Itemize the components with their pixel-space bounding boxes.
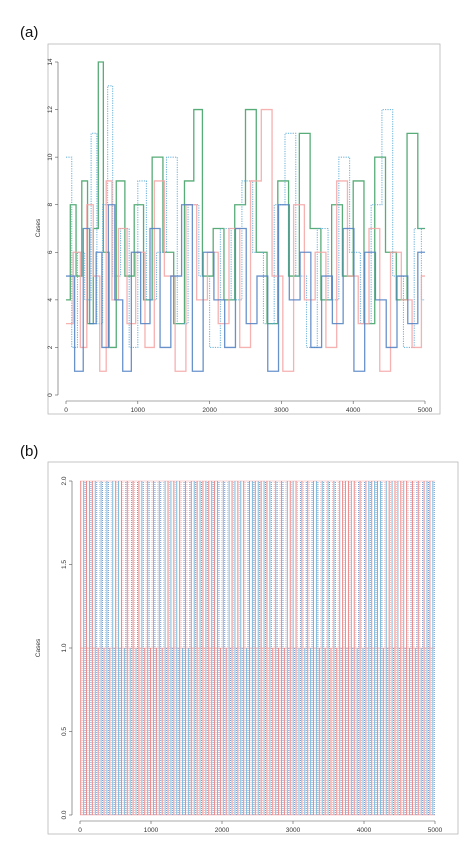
y-tick-label: 2 [47, 345, 54, 349]
y-tick-label: 2.0 [61, 476, 68, 485]
y-tick-label: 0.5 [61, 727, 68, 736]
panel-b-plot [80, 480, 435, 816]
panel-a-axes: 0 1000 2000 3000 4000 5000 0 2 4 6 8 10 12 14 [47, 58, 433, 414]
x-tick-label: 5000 [418, 407, 433, 414]
panel-b-axes: 0 1000 2000 3000 4000 5000 0.0 0.5 1.0 1.5 2.0 [61, 476, 443, 834]
y-tick-label: 4 [47, 298, 54, 302]
panel-a: (a) 0 1000 2000 3000 4000 5000 0 2 4 6 8 10 12 14 Cas… [20, 24, 441, 415]
series-line-4 [66, 204, 425, 372]
y-tick-label: 10 [47, 153, 54, 161]
panel-b: (b) 0 1000 2000 3000 4000 5000 0.0 0.5 1.0 1.5 2.0… [20, 443, 459, 835]
x-tick-label: 5000 [428, 827, 443, 834]
series-line-3 [66, 108, 425, 372]
panel-b-ylabel: Cases [35, 638, 42, 657]
x-tick-label: 1000 [131, 407, 146, 414]
y-tick-label: 12 [47, 106, 54, 114]
x-tick-label: 2000 [215, 827, 230, 834]
y-tick-label: 1.5 [61, 560, 68, 569]
x-tick-label: 0 [78, 827, 82, 834]
x-tick-label: 0 [64, 407, 68, 414]
x-tick-label: 2000 [202, 407, 217, 414]
panel-a-ylabel: Cases [35, 218, 42, 237]
x-tick-label: 3000 [286, 827, 301, 834]
x-tick-label: 3000 [274, 407, 289, 414]
series-line-1 [66, 61, 425, 349]
y-tick-label: 14 [47, 58, 54, 66]
y-tick-label: 0 [47, 393, 54, 397]
x-tick-label: 1000 [144, 827, 159, 834]
panel-a-label: (a) [20, 24, 38, 41]
y-tick-label: 0.0 [61, 810, 68, 819]
y-tick-label: 1.0 [61, 643, 68, 652]
y-tick-label: 6 [47, 250, 54, 254]
x-tick-label: 4000 [346, 407, 361, 414]
y-tick-label: 8 [47, 203, 54, 207]
panel-a-plot [66, 61, 425, 372]
panel-b-label: (b) [20, 443, 38, 460]
x-tick-label: 4000 [357, 827, 372, 834]
